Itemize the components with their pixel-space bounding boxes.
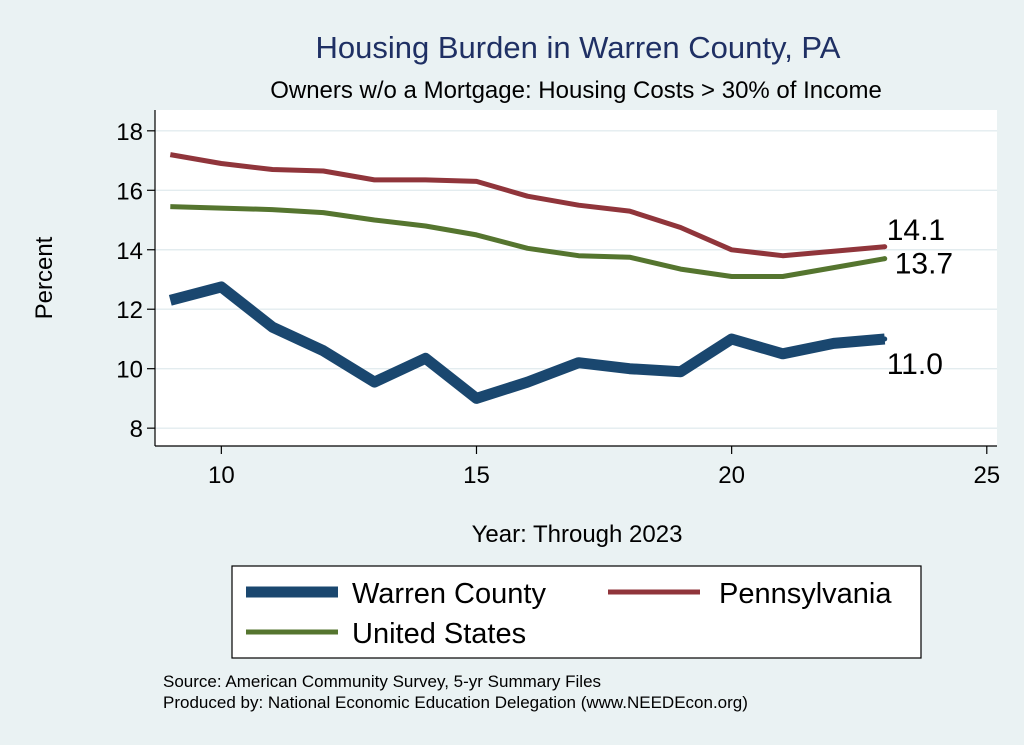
y-tick-label: 14 (116, 238, 143, 265)
y-tick-label: 8 (130, 416, 143, 443)
producer-note: Produced by: National Economic Education… (163, 693, 748, 712)
end-point-united-states (882, 256, 888, 262)
tick-marks-and-labels: 8 10 12 14 16 18 10 15 20 25 (116, 119, 1000, 489)
legend-label-united-states: United States (352, 618, 526, 650)
chart-subtitle: Owners w/o a Mortgage: Housing Costs > 3… (270, 77, 882, 104)
gridlines (155, 130, 997, 429)
x-axis-title: Year: Through 2023 (472, 521, 683, 548)
legend-label-warren-county: Warren County (352, 578, 546, 610)
y-axis-title: Percent (31, 236, 58, 319)
x-tick-label: 20 (718, 462, 745, 489)
y-tick-label: 10 (116, 357, 143, 384)
end-point-warren-county (882, 336, 888, 342)
end-label-pennsylvania: 14.1 (887, 214, 945, 247)
end-value-labels: 11.0 14.113.7 (887, 214, 953, 381)
legend: Warren County Pennsylvania United States (231, 565, 922, 659)
end-label-united-states: 13.7 (895, 248, 953, 281)
x-tick-label: 10 (208, 462, 235, 489)
y-tick-label: 18 (116, 119, 143, 146)
x-tick-label: 25 (973, 462, 1000, 489)
y-tick-label: 12 (116, 297, 143, 324)
chart-title: Housing Burden in Warren County, PA (316, 30, 841, 65)
end-label-warren-county: 11.0 (887, 348, 943, 381)
series-line-united-states (170, 204, 886, 279)
x-tick-label: 15 (463, 462, 490, 489)
legend-box (231, 565, 922, 659)
series-line-pennsylvania (169, 152, 885, 259)
plot-area (155, 110, 997, 446)
data-series (168, 152, 888, 404)
legend-label-pennsylvania: Pennsylvania (719, 578, 892, 610)
y-tick-label: 16 (116, 178, 143, 205)
source-note: Source: American Community Survey, 5-yr … (163, 672, 601, 691)
axes (154, 110, 997, 447)
series-line-warren-county (168, 281, 886, 404)
end-point-pennsylvania (882, 244, 888, 250)
